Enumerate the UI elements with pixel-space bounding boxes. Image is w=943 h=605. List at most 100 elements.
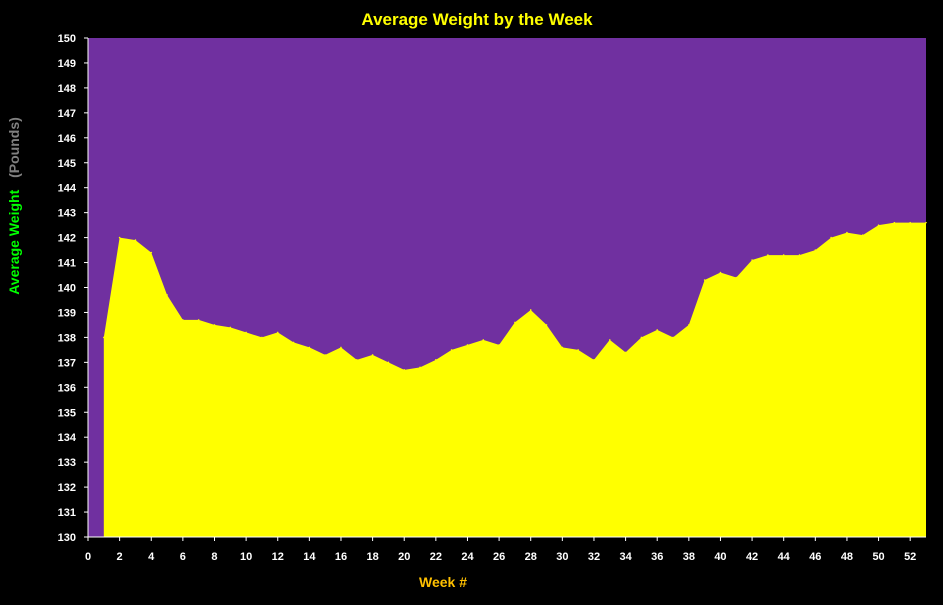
data-point — [229, 326, 232, 329]
data-point — [482, 339, 485, 341]
data-point — [197, 319, 200, 321]
y-tick-label: 141 — [58, 258, 76, 270]
data-point — [798, 254, 801, 256]
data-point — [656, 329, 659, 331]
data-point — [877, 224, 880, 226]
y-tick-label: 130 — [58, 532, 76, 544]
data-point — [893, 221, 896, 224]
data-point — [340, 346, 342, 349]
y-tick-label: 138 — [58, 332, 76, 344]
x-axis-title: Week # — [419, 574, 467, 590]
chart-title: Average Weight by the Week — [361, 10, 593, 29]
x-tick-label: 16 — [335, 551, 347, 563]
x-axis-ticks: 0 2 4 6 8 10 12 14 16 18 20 22 24 26 28 30 32 34 36 38 40 42 4… — [85, 537, 916, 563]
data-point — [324, 354, 326, 356]
data-point — [514, 321, 516, 324]
data-point — [213, 324, 216, 326]
y-tick-label: 134 — [58, 432, 77, 444]
data-point — [861, 234, 864, 236]
y-tick-label: 146 — [58, 133, 76, 145]
data-point — [134, 239, 137, 241]
data-point — [608, 339, 611, 341]
y-axis-title: Average Weight (Pounds) — [6, 117, 22, 295]
data-point — [261, 336, 263, 339]
data-point — [166, 294, 168, 296]
x-tick-label: 44 — [778, 551, 791, 563]
y-tick-label: 135 — [58, 407, 76, 419]
x-tick-label: 8 — [211, 551, 217, 563]
y-axis-title-main: Average Weight — [6, 189, 22, 294]
x-tick-label: 26 — [493, 551, 505, 563]
x-tick-label: 2 — [117, 551, 123, 563]
data-point — [767, 254, 769, 256]
data-point — [545, 324, 548, 326]
x-tick-label: 4 — [148, 551, 155, 563]
x-tick-label: 28 — [525, 551, 537, 563]
y-axis-title-unit: (Pounds) — [6, 117, 22, 178]
data-point — [561, 346, 564, 349]
data-point — [782, 254, 785, 256]
x-tick-label: 50 — [872, 551, 884, 563]
y-tick-label: 132 — [58, 482, 76, 494]
data-point — [419, 366, 421, 369]
data-point — [403, 369, 406, 371]
data-point — [925, 221, 927, 224]
data-point — [735, 276, 738, 279]
x-tick-label: 10 — [240, 551, 252, 563]
x-tick-label: 30 — [556, 551, 568, 563]
data-point — [814, 249, 817, 251]
data-point — [435, 359, 437, 361]
data-point — [529, 309, 532, 311]
y-tick-label: 140 — [58, 283, 76, 295]
x-tick-label: 40 — [714, 551, 726, 563]
x-tick-label: 34 — [619, 551, 632, 563]
data-point — [276, 331, 279, 334]
y-tick-label: 148 — [58, 83, 76, 95]
x-tick-label: 48 — [841, 551, 853, 563]
y-tick-label: 149 — [58, 58, 76, 70]
data-point — [118, 236, 121, 239]
x-tick-label: 52 — [904, 551, 916, 563]
data-point — [703, 279, 706, 281]
y-tick-label: 133 — [58, 457, 76, 469]
data-point — [387, 361, 390, 364]
x-tick-label: 0 — [85, 551, 91, 563]
data-point — [182, 319, 184, 321]
x-tick-label: 14 — [303, 551, 316, 563]
y-tick-label: 147 — [58, 108, 76, 120]
data-point — [640, 336, 643, 339]
x-tick-label: 24 — [461, 551, 474, 563]
x-tick-label: 46 — [809, 551, 821, 563]
x-tick-label: 20 — [398, 551, 410, 563]
y-tick-label: 150 — [58, 33, 76, 45]
data-point — [719, 271, 722, 274]
x-tick-label: 42 — [746, 551, 758, 563]
data-point — [498, 344, 500, 346]
data-point — [103, 336, 105, 339]
data-point — [830, 236, 832, 239]
data-point — [371, 354, 374, 356]
data-point — [593, 359, 595, 361]
x-tick-label: 38 — [683, 551, 695, 563]
data-point — [751, 259, 753, 261]
y-tick-label: 139 — [58, 307, 76, 319]
data-point — [909, 221, 911, 224]
x-tick-label: 12 — [272, 551, 284, 563]
area-layer — [103, 221, 927, 537]
y-tick-label: 145 — [58, 158, 76, 170]
y-tick-label: 143 — [58, 208, 76, 220]
y-tick-label: 142 — [58, 233, 76, 245]
area-series — [103, 222, 926, 537]
x-tick-label: 36 — [651, 551, 663, 563]
data-point — [577, 349, 579, 351]
y-tick-label: 137 — [58, 357, 76, 369]
y-tick-label: 131 — [58, 507, 76, 519]
data-point — [308, 346, 311, 349]
x-tick-label: 6 — [180, 551, 186, 563]
data-point — [688, 324, 690, 326]
x-tick-label: 22 — [430, 551, 442, 563]
data-point — [292, 341, 295, 344]
data-point — [672, 336, 674, 339]
data-point — [245, 331, 247, 334]
